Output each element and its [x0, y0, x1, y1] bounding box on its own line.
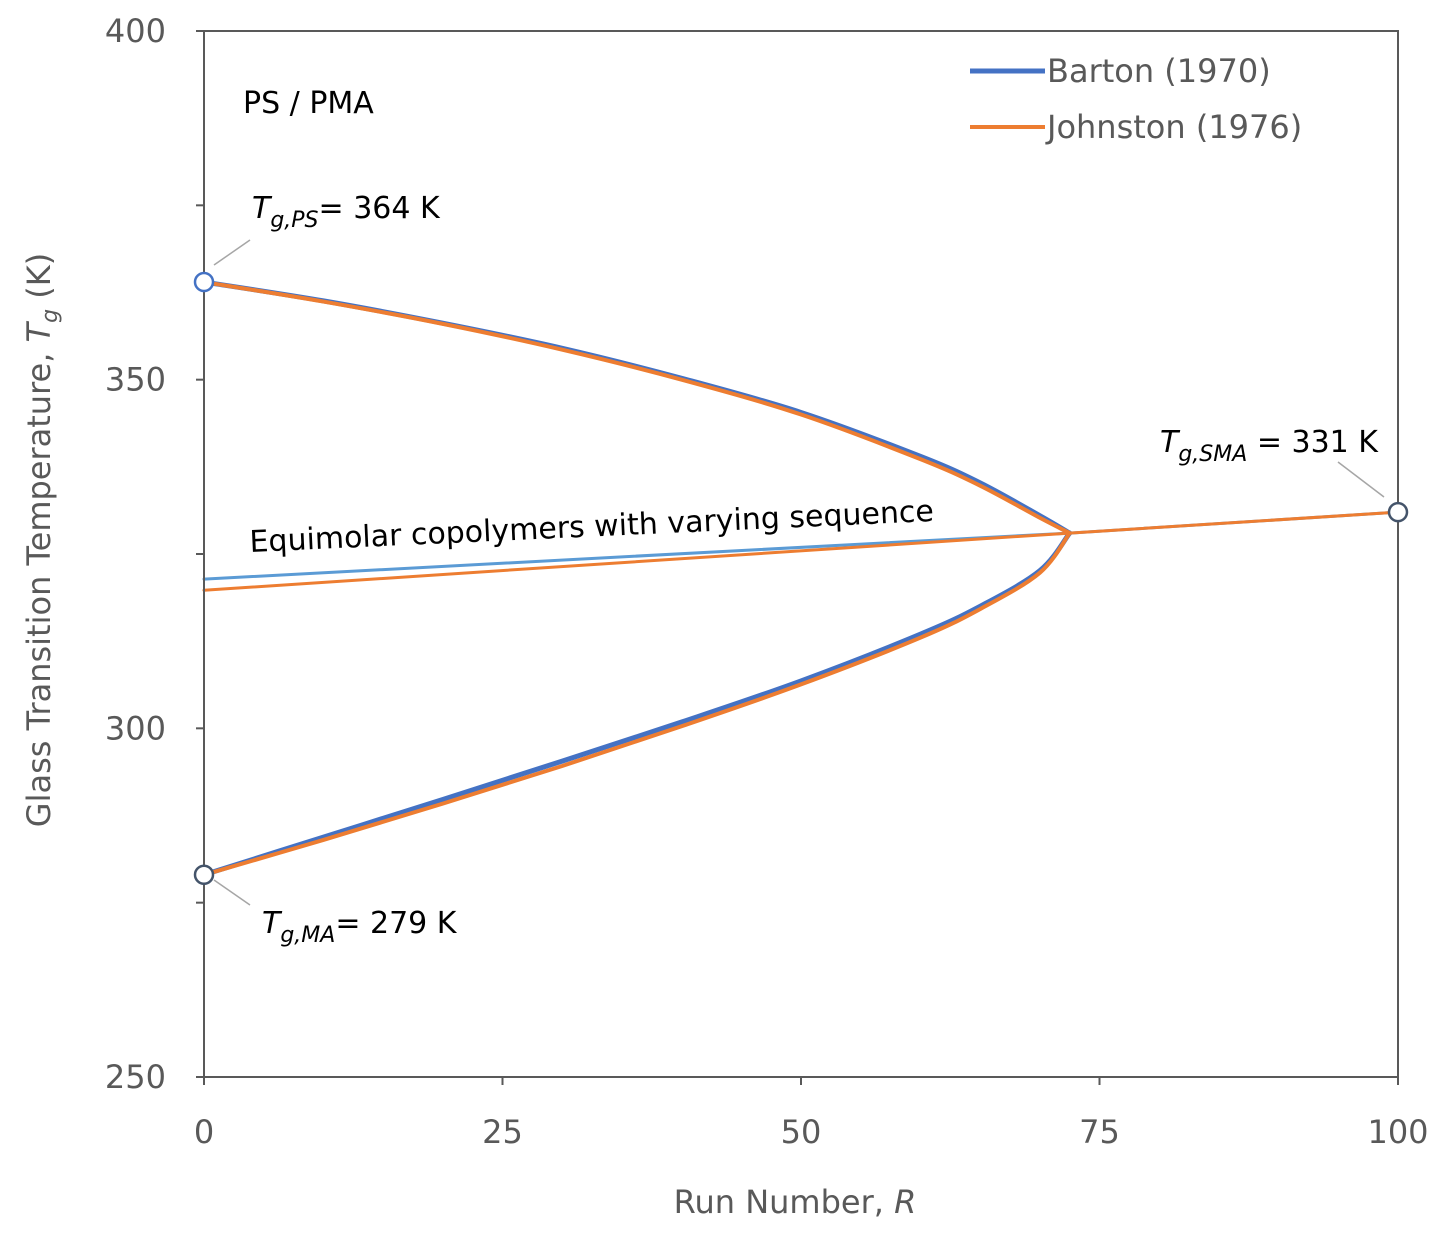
y-tick-label-250: 250 [105, 1058, 166, 1096]
endpoint-label-ma-T: T [262, 906, 283, 941]
endpoint-label-ps-value: = 364 K [319, 191, 441, 226]
x-axis-title-var: R [894, 1183, 916, 1221]
x-tick-marks [203, 1077, 1399, 1085]
endpoint-marker-ma [193, 864, 215, 886]
series-johnston-upper-branch [202, 280, 1072, 536]
legend-label-barton: Barton (1970) [1047, 52, 1271, 90]
y-axis-title: Glass Transition Temperature, Tg (K) [20, 253, 63, 827]
x-tick-label-25: 25 [482, 1113, 523, 1151]
y-axis-title-sub: g [38, 309, 63, 323]
x-axis-title-text: Run Number, [674, 1183, 894, 1221]
endpoint-label-ma-sub: g,MA [280, 923, 335, 948]
endpoint-label-sma-value: = 331 K [1247, 425, 1379, 460]
x-tick-labels: 0 25 50 75 100 [194, 1113, 1429, 1151]
leader-line-sma [1337, 461, 1385, 498]
endpoint-label-sma: Tg,SMA = 331 K [1160, 425, 1379, 467]
endpoint-label-ps-T: T [252, 191, 273, 226]
endpoint-label-sma-sub: g,SMA [1178, 442, 1247, 467]
panel-label: PS / PMA [243, 86, 374, 121]
endpoint-label-ps-sub: g,PS [270, 208, 318, 233]
endpoint-label-ps: Tg,PS= 364 K [252, 191, 441, 233]
x-axis-title: Run Number, R [674, 1183, 917, 1221]
series-layer [201, 279, 1400, 878]
y-tick-label-300: 300 [105, 709, 166, 747]
series-barton-lower-branch [201, 530, 1073, 878]
y-tick-marks [196, 30, 204, 1078]
y-axis-title-text: Glass Transition Temperature, [20, 342, 58, 827]
leader-line-ps [213, 239, 251, 266]
y-tick-labels: 250 300 350 400 [105, 12, 166, 1096]
leader-line-ma [213, 879, 251, 906]
x-tick-label-75: 75 [1079, 1113, 1120, 1151]
endpoint-marker-sma [1387, 501, 1409, 523]
y-tick-label-400: 400 [105, 12, 166, 50]
endpoint-label-ma: Tg,MA= 279 K [262, 906, 458, 948]
x-tick-label-50: 50 [781, 1113, 822, 1151]
marker-layer [193, 271, 1409, 886]
y-axis-title-var: T [20, 320, 58, 342]
endpoint-label-sma-T: T [1160, 425, 1181, 460]
x-tick-label-0: 0 [194, 1113, 214, 1151]
endpoint-label-ma-value: = 279 K [335, 906, 457, 941]
x-tick-label-100: 100 [1367, 1113, 1428, 1151]
endpoint-marker-ps [193, 271, 215, 293]
legend-label-johnston: Johnston (1976) [1045, 108, 1302, 146]
legend: Barton (1970) Johnston (1976) [970, 52, 1302, 146]
y-tick-label-350: 350 [105, 361, 166, 399]
series-johnston-lower-branch [202, 531, 1072, 877]
y-axis-title-unit: (K) [20, 253, 58, 309]
